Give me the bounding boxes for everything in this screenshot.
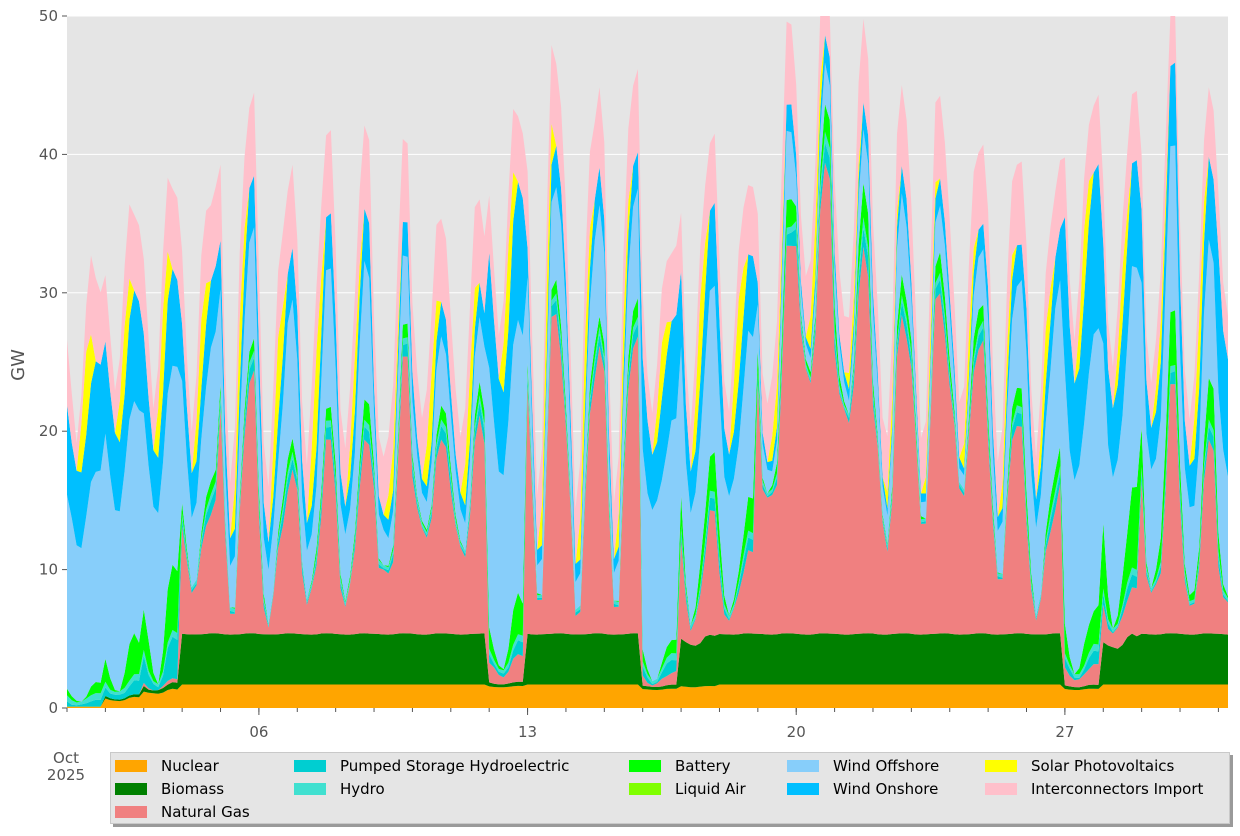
legend-entry-liquid-air: Liquid Air: [629, 778, 746, 800]
y-tick-label: 10: [39, 561, 58, 579]
legend-entry-interconnectors-import: Interconnectors Import: [985, 778, 1203, 800]
legend-swatch: [629, 760, 661, 772]
y-tick-label: 30: [39, 284, 58, 302]
legend-label: Wind Offshore: [833, 757, 940, 775]
legend-entry-wind-onshore: Wind Onshore: [787, 778, 938, 800]
x-tick-label: 06: [249, 723, 268, 741]
y-tick-label: 20: [39, 422, 58, 440]
legend-label: Liquid Air: [675, 780, 746, 798]
legend-swatch: [985, 783, 1017, 795]
legend-entry-pumped-storage-hydroelectric: Pumped Storage Hydroelectric: [294, 755, 569, 777]
legend-swatch: [294, 783, 326, 795]
x-tick-label: 27: [1055, 723, 1074, 741]
x-axis: 06 13 20 27: [66, 708, 1219, 741]
legend-entry-natural-gas: Natural Gas: [115, 801, 250, 823]
legend-label: Hydro: [340, 780, 385, 798]
legend-entry-hydro: Hydro: [294, 778, 385, 800]
y-tick-label: 0: [48, 699, 58, 717]
stacked-areas: [67, 16, 1228, 708]
y-axis: 0 10 20 30 40 50: [39, 7, 67, 717]
x-axis-month-label: Oct 2025: [40, 750, 92, 784]
legend-label: Wind Onshore: [833, 780, 939, 798]
legend-swatch: [294, 760, 326, 772]
x-axis-year: 2025: [46, 766, 86, 784]
legend-label: Battery: [675, 757, 731, 775]
x-tick-label: 13: [518, 723, 537, 741]
legend-swatch: [115, 783, 147, 795]
area-natural-gas: [67, 162, 1228, 707]
legend-label: Nuclear: [161, 757, 219, 775]
area-nuclear: [67, 684, 1228, 708]
legend-entry-biomass: Biomass: [115, 778, 224, 800]
legend-entry-solar-photovoltaics: Solar Photovoltaics: [985, 755, 1174, 777]
area-interconnectors-import: [67, 16, 1228, 564]
legend-label: Natural Gas: [161, 803, 250, 821]
legend-swatch: [787, 760, 819, 772]
legend-swatch: [115, 760, 147, 772]
chart-legend: Nuclear Biomass Natural Gas Pumped Storage …: [110, 752, 1230, 824]
area-biomass: [67, 633, 1228, 707]
legend-swatch: [985, 760, 1017, 772]
y-tick-label: 50: [39, 7, 58, 25]
legend-swatch: [629, 783, 661, 795]
legend-label: Interconnectors Import: [1031, 780, 1204, 798]
x-tick-label: 20: [787, 723, 806, 741]
legend-entry-wind-offshore: Wind Offshore: [787, 755, 939, 777]
legend-entry-nuclear: Nuclear: [115, 755, 219, 777]
area-wind-onshore: [67, 34, 1228, 582]
area-wind-offshore: [67, 62, 1228, 702]
legend-label: Solar Photovoltaics: [1031, 757, 1175, 775]
legend-swatch: [787, 783, 819, 795]
legend-label: Biomass: [161, 780, 225, 798]
y-tick-label: 40: [39, 145, 58, 163]
legend-entry-battery: Battery: [629, 755, 731, 777]
x-axis-month: Oct: [53, 749, 79, 767]
legend-swatch: [115, 806, 147, 818]
y-axis-label: GW: [8, 349, 29, 381]
legend-label: Pumped Storage Hydroelectric: [340, 757, 570, 775]
